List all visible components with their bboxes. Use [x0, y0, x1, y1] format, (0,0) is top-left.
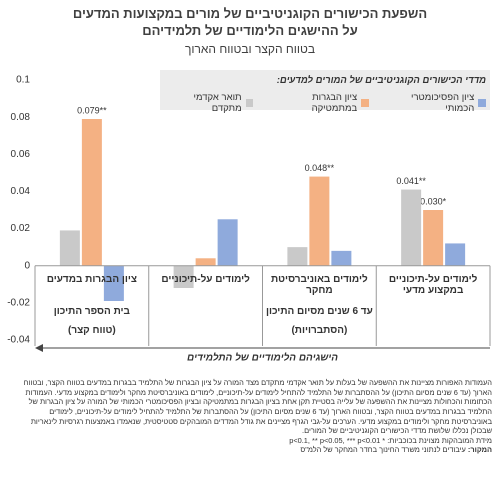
- category-label: לימודים באוניברסיטת מחקר: [271, 273, 368, 296]
- bar: [309, 176, 330, 266]
- bar: [331, 250, 352, 266]
- legend-swatch: [361, 99, 369, 107]
- legend-items: ציון הפסיכומטרי הכמותי ציון הבגרות במתמטי…: [164, 92, 486, 114]
- legend: מדדי הכישורים הקוגניטיביים של המורים למד…: [160, 70, 490, 114]
- bar: [401, 189, 422, 266]
- category-label: לימודים על-תיכוניים: [161, 273, 250, 285]
- y-tick-label: 0.08: [11, 112, 31, 123]
- note: העמודות האפורות מציינות את ההשפעה של בעל…: [23, 378, 492, 436]
- y-tick-label: 0.04: [11, 186, 31, 197]
- group-label: עד 6 שנים מסיום התיכון: [265, 306, 373, 317]
- value-label: 0.041**: [396, 176, 426, 186]
- y-tick-label: -0.04: [7, 335, 30, 346]
- value-label: 0.048**: [305, 163, 335, 173]
- notes: העמודות האפורות מציינות את ההשפעה של בעל…: [8, 378, 492, 455]
- value-label: 0.030*: [420, 196, 447, 206]
- legend-swatch: [478, 99, 486, 107]
- bar: [103, 265, 124, 301]
- legend-item: ציון הבגרות במתמטיקה: [267, 92, 369, 114]
- bar: [287, 247, 308, 266]
- bar: [173, 265, 194, 288]
- bar: [81, 119, 102, 266]
- bar: [195, 258, 216, 266]
- chart-title: השפעת הכישורים הקוגניטיביים של מורים במק…: [72, 6, 428, 21]
- legend-item: ציון הפסיכומטרי הכמותי: [383, 92, 486, 114]
- note: מידת המובהקות מצוינת בכוכביות: * p<0.1, …: [289, 435, 492, 445]
- y-tick-label: -0.02: [7, 297, 30, 308]
- bar: [423, 210, 444, 266]
- group-note: (הסתברויות): [291, 325, 348, 336]
- y-tick-label: 0.06: [11, 149, 31, 160]
- y-tick-label: 0.1: [16, 75, 30, 86]
- source-text: עיבודים לנתוני משרד החינוך בחדר המחקר של…: [300, 445, 466, 455]
- legend-label: תואר אקדמי מתקדם: [193, 92, 242, 114]
- bar: [445, 243, 466, 266]
- value-label: 0.079**: [77, 105, 107, 115]
- category-label: ציון הבגרות במדעים: [46, 273, 138, 285]
- bar: [59, 230, 80, 266]
- legend-item: תואר אקדמי מתקדם: [164, 92, 254, 114]
- chart-title: על ההישגים הלימודיים של תלמידיהם: [142, 23, 358, 38]
- y-tick-label: 0: [24, 260, 30, 271]
- legend-title: מדדי הכישורים הקוגניטיביים של המורים למד…: [276, 75, 486, 86]
- group-label: בית הספר התיכון: [53, 306, 130, 317]
- y-tick-label: 0.02: [11, 223, 31, 234]
- bar: [217, 219, 238, 266]
- group-note: (טווח קצר): [68, 325, 116, 336]
- source-label: המקור:: [467, 445, 492, 455]
- x-axis-label: הישגיהם הלימודיים של התלמידים: [187, 352, 338, 364]
- legend-label: ציון הבגרות במתמטיקה: [311, 92, 358, 114]
- source: המקור: עיבודים לנתוני משרד החינוך בחדר ה…: [8, 445, 492, 455]
- arrow-head: [35, 344, 43, 352]
- category-label: לימודים על-תיכוניים במקצוע מדעי: [388, 273, 478, 296]
- legend-swatch: [245, 99, 254, 107]
- chart-subtitle: בטווח הקצר ובטווח הארוך: [184, 42, 316, 56]
- legend-label: ציון הפסיכומטרי הכמותי: [411, 92, 475, 114]
